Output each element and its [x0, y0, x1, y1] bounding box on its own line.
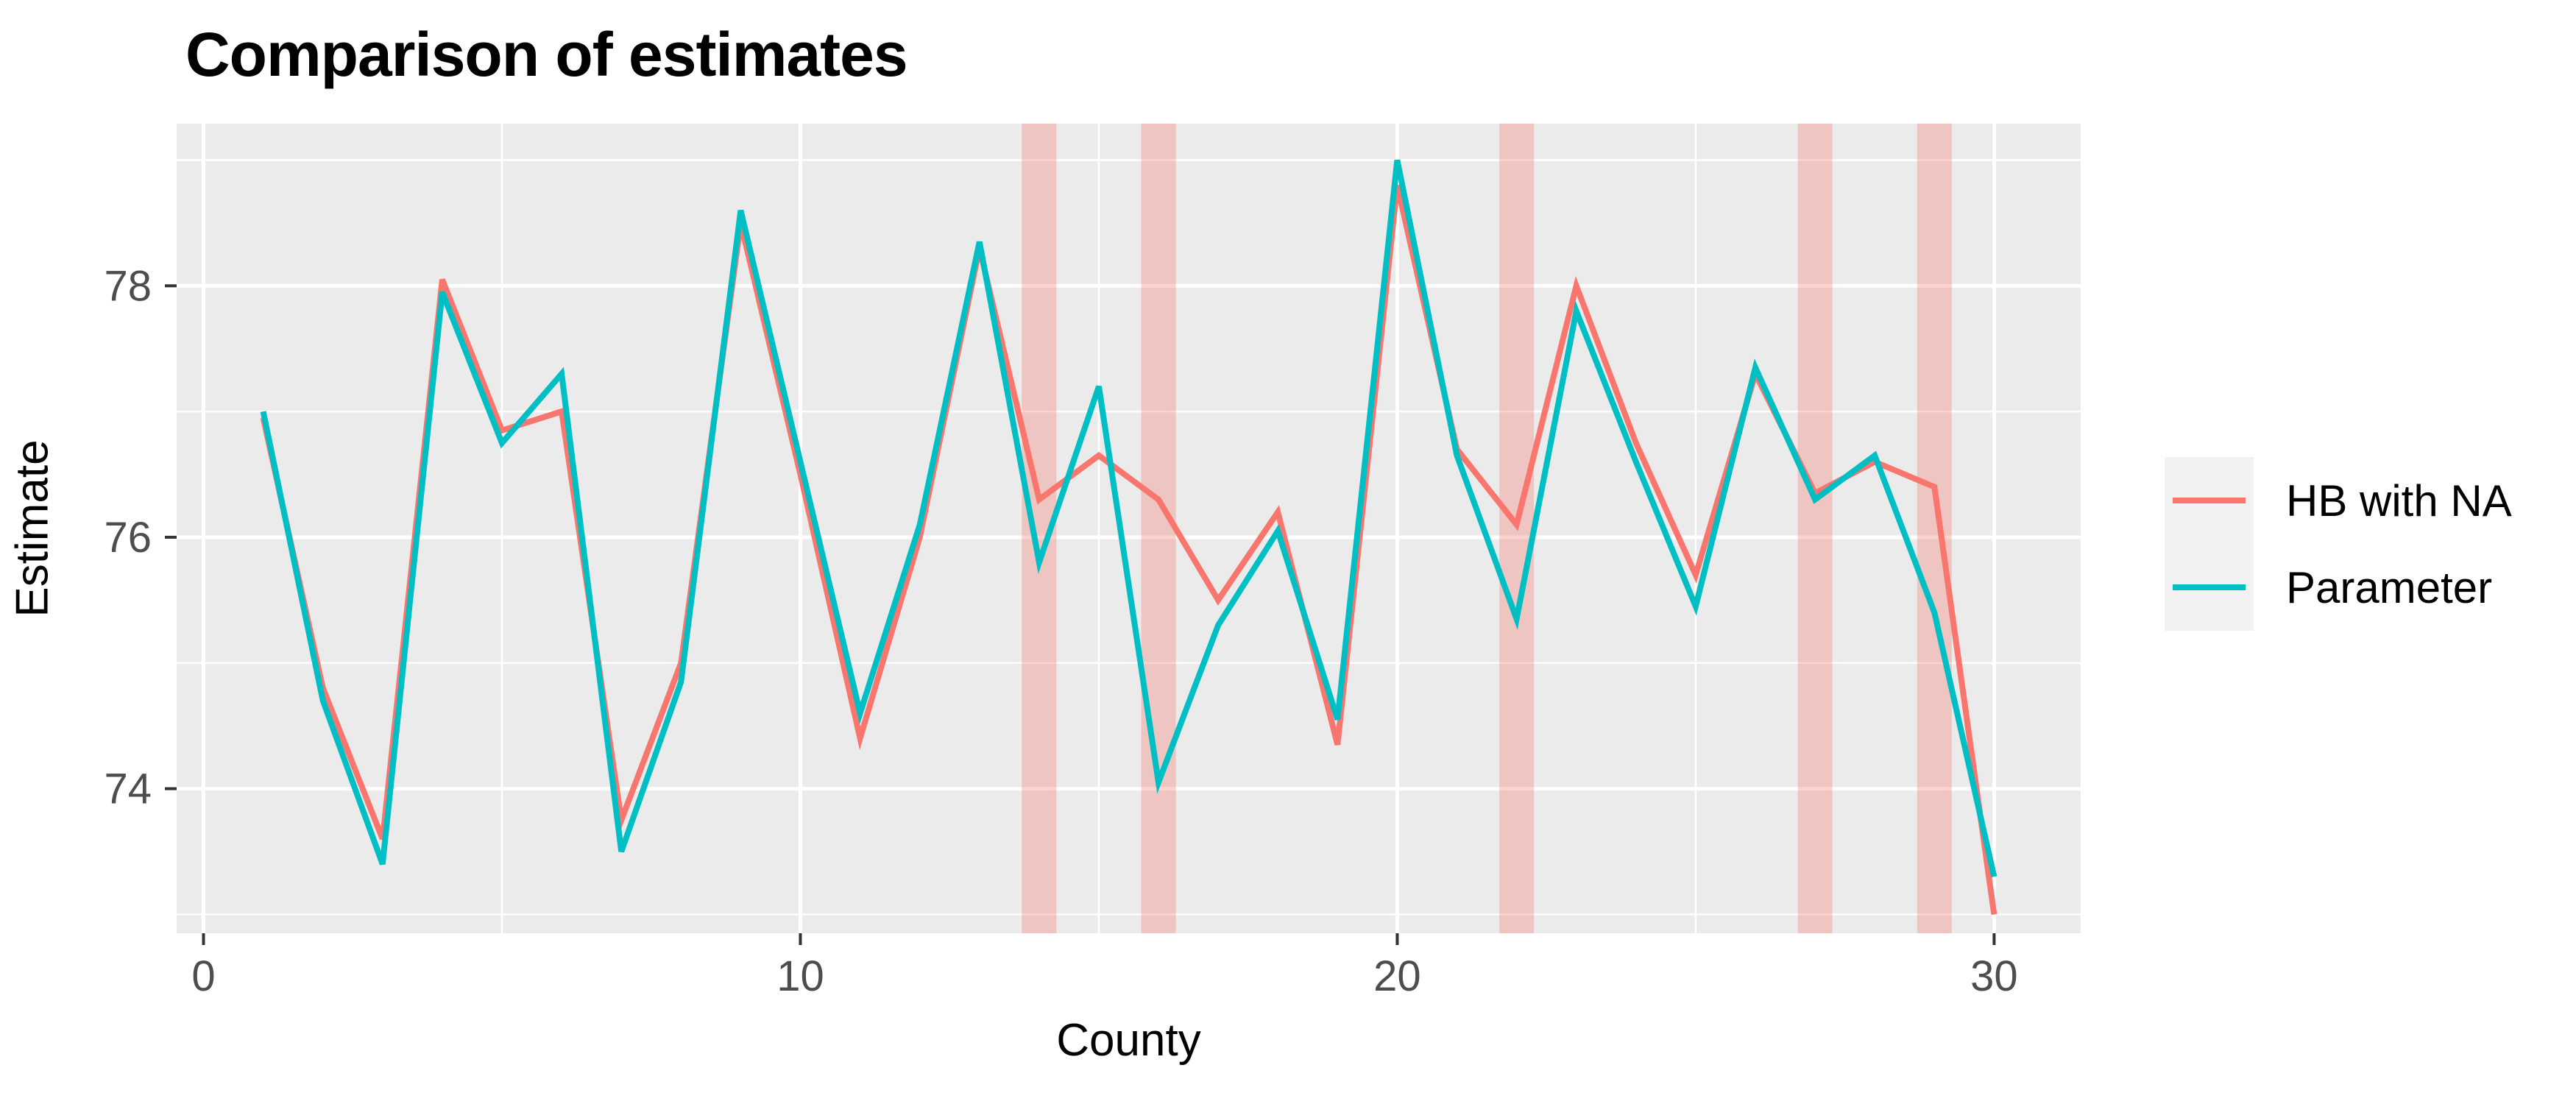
legend-label-hb-with-na: HB with NA [2286, 475, 2512, 526]
legend-line-swatch-teal [2173, 584, 2246, 590]
svg-text:74: 74 [104, 765, 152, 813]
svg-text:20: 20 [1373, 952, 1421, 1000]
svg-text:30: 30 [1970, 952, 2018, 1000]
svg-text:76: 76 [104, 514, 152, 562]
series-line-parameter [260, 159, 1998, 877]
na-band-county-29 [1917, 124, 1952, 933]
plot-panel [177, 124, 2081, 933]
major-gridlines [177, 124, 2081, 933]
y-axis-title: Estimate [7, 439, 58, 618]
svg-text:0: 0 [191, 952, 215, 1000]
minor-gridlines [177, 124, 2081, 933]
legend-label-parameter: Parameter [2286, 562, 2493, 612]
y-tick-labels: 74 76 78 [104, 262, 152, 813]
series-line-hb-with-na [260, 184, 1998, 915]
legend-line-swatch-red [2173, 498, 2246, 503]
na-band-county-16 [1141, 124, 1176, 933]
chart-title: Comparison of estimates [185, 20, 908, 89]
legend-key-box [2165, 457, 2254, 544]
na-band-county-27 [1797, 124, 1833, 933]
legend-key-box [2165, 544, 2254, 631]
axis-tick-marks [165, 284, 1996, 945]
svg-text:78: 78 [104, 262, 152, 310]
legend: HB with NA Parameter [2165, 457, 2512, 631]
svg-text:10: 10 [776, 952, 824, 1000]
legend-item-parameter: Parameter [2165, 544, 2512, 631]
x-axis-title: County [1056, 1015, 1201, 1066]
x-tick-labels: 0 10 20 30 [191, 952, 2017, 1000]
legend-item-hb-with-na: HB with NA [2165, 457, 2512, 544]
